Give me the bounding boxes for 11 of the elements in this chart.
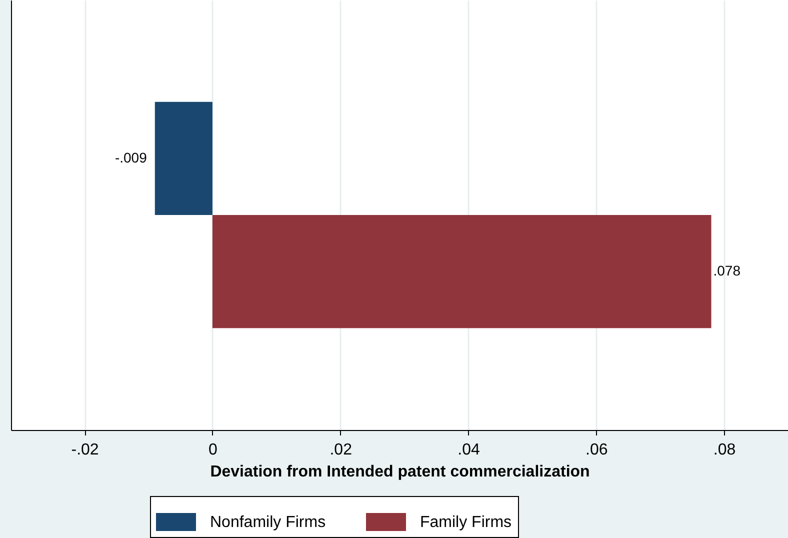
legend-label: Family Firms	[420, 514, 512, 531]
x-tick-label: 0	[208, 442, 218, 458]
x-tick-label: -.02	[71, 442, 99, 458]
x-tick-label: .04	[458, 442, 480, 458]
x-tick-label: .02	[330, 442, 352, 458]
data-label: .078	[713, 262, 741, 279]
x-tick-label: .08	[713, 442, 736, 458]
x-axis-title: Deviation from Intended patent commercialization	[210, 464, 590, 480]
legend-label: Nonfamily Firms	[210, 514, 326, 531]
x-tick-label: .06	[586, 442, 608, 458]
data-label: -.009	[114, 149, 148, 166]
